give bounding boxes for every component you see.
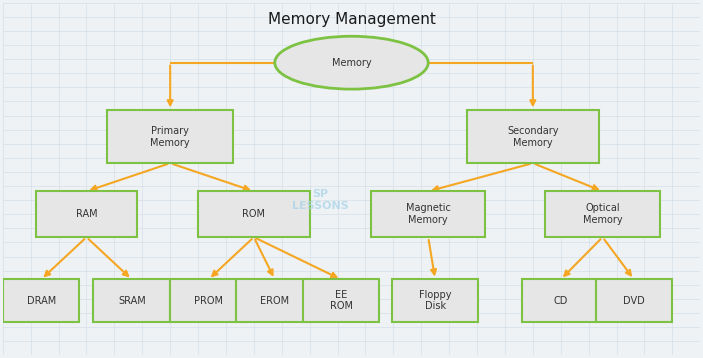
Text: PROM: PROM — [194, 296, 223, 306]
Text: RAM: RAM — [76, 209, 97, 219]
FancyBboxPatch shape — [3, 280, 79, 322]
FancyBboxPatch shape — [522, 280, 599, 322]
FancyBboxPatch shape — [303, 280, 380, 322]
Text: DVD: DVD — [623, 296, 645, 306]
FancyBboxPatch shape — [371, 191, 485, 237]
Text: Memory: Memory — [332, 58, 371, 68]
FancyBboxPatch shape — [170, 280, 247, 322]
Text: Memory Management: Memory Management — [268, 11, 435, 26]
Text: ROM: ROM — [243, 209, 265, 219]
FancyBboxPatch shape — [236, 280, 313, 322]
FancyBboxPatch shape — [392, 280, 479, 322]
Text: Floppy
Disk: Floppy Disk — [419, 290, 451, 311]
Text: SP
LESSONS: SP LESSONS — [292, 189, 349, 211]
Text: Magnetic
Memory: Magnetic Memory — [406, 203, 451, 225]
Text: DRAM: DRAM — [27, 296, 56, 306]
Text: Primary
Memory: Primary Memory — [150, 126, 190, 147]
FancyBboxPatch shape — [546, 191, 660, 237]
FancyBboxPatch shape — [595, 280, 672, 322]
Ellipse shape — [275, 36, 428, 89]
FancyBboxPatch shape — [108, 110, 233, 163]
FancyBboxPatch shape — [198, 191, 309, 237]
FancyBboxPatch shape — [93, 280, 170, 322]
Text: EROM: EROM — [260, 296, 290, 306]
FancyBboxPatch shape — [467, 110, 599, 163]
Text: SRAM: SRAM — [118, 296, 146, 306]
Text: CD: CD — [553, 296, 568, 306]
Text: Optical
Memory: Optical Memory — [583, 203, 622, 225]
Text: Secondary
Memory: Secondary Memory — [507, 126, 559, 147]
Text: EE
ROM: EE ROM — [330, 290, 352, 311]
FancyBboxPatch shape — [37, 191, 136, 237]
